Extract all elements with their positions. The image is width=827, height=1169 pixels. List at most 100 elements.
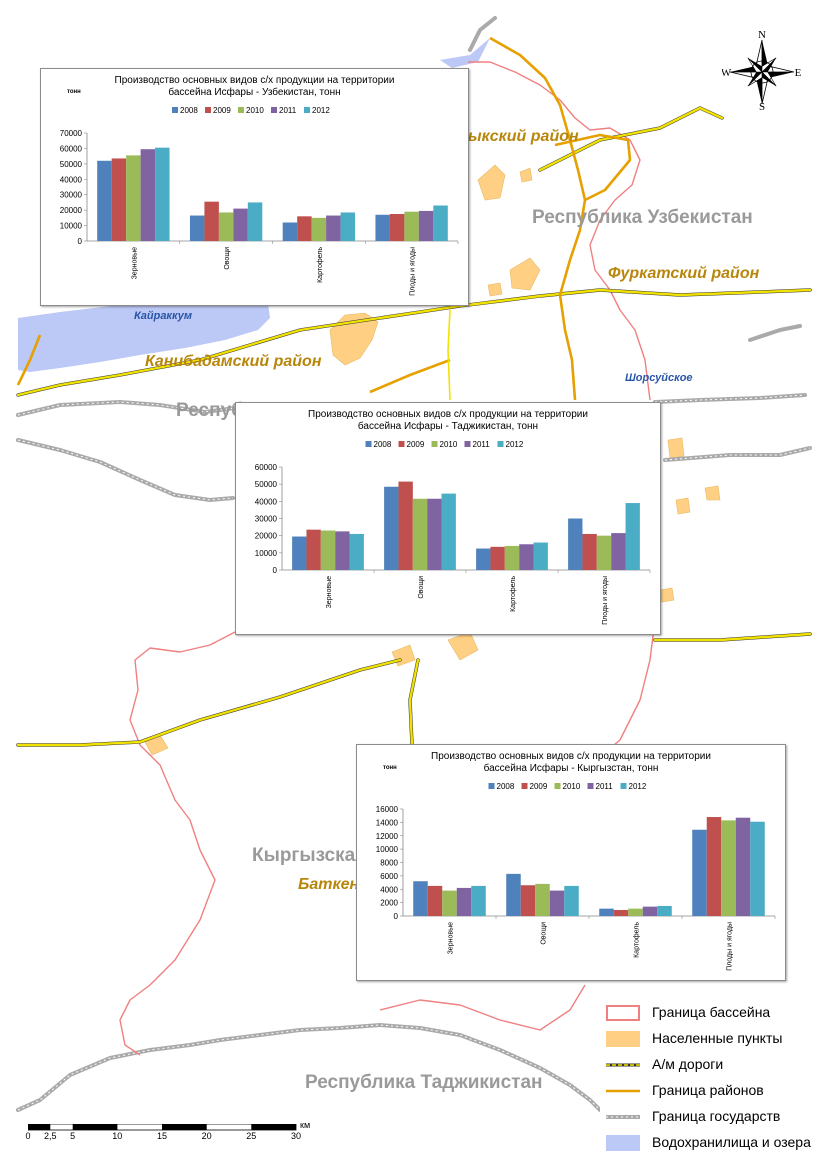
legend-label: 2009 bbox=[530, 782, 548, 791]
kairakkum-reservoir bbox=[18, 297, 270, 372]
legend-swatch bbox=[398, 441, 405, 447]
chart-uzbekistan: Производство основных видов с/х продукци… bbox=[40, 68, 469, 306]
bar bbox=[735, 817, 751, 916]
y-tick-label: 30000 bbox=[255, 515, 278, 524]
chart-title-line: бассейна Исфары - Узбекистан, тонн bbox=[168, 86, 340, 98]
legend-swatch bbox=[488, 783, 495, 789]
bar bbox=[504, 545, 520, 570]
country-label-kyrgyzstan: Кыргызская bbox=[252, 845, 367, 866]
country-label-tajikistan-bottom: Республика Таджикистан bbox=[305, 1072, 543, 1093]
legend-label: Граница бассейна bbox=[652, 1004, 771, 1020]
bar bbox=[427, 885, 443, 916]
chart-kyrgyzstan: Производство основных видов с/х продукци… bbox=[356, 744, 786, 981]
legend-swatch bbox=[620, 783, 627, 789]
x-category-label: Плоды и ягоды bbox=[602, 576, 609, 625]
roads-layer bbox=[16, 106, 812, 747]
scale-tick: 25 bbox=[246, 1131, 257, 1141]
scale-tick: 10 bbox=[112, 1131, 123, 1141]
legend-label: 2010 bbox=[563, 782, 581, 791]
y-tick-label: 0 bbox=[78, 237, 83, 246]
x-category-label: Овощи bbox=[224, 247, 231, 270]
y-tick-label: 8000 bbox=[380, 859, 398, 868]
y-tick-label: 16000 bbox=[376, 805, 399, 814]
legend-label: 2012 bbox=[629, 782, 647, 791]
legend-label: Населенные пункты bbox=[652, 1030, 783, 1046]
legend-label: А/м дороги bbox=[652, 1056, 724, 1072]
legend-swatch bbox=[554, 783, 561, 789]
x-category-label: Овощи bbox=[418, 576, 425, 599]
legend-swatch bbox=[238, 107, 244, 113]
legend-label: 2011 bbox=[279, 106, 297, 115]
legend-swatch bbox=[271, 107, 277, 113]
legend-label: 2012 bbox=[506, 440, 524, 449]
x-category-label: Зерновые bbox=[448, 922, 455, 955]
scale-tick: 20 bbox=[201, 1131, 212, 1141]
chart-title-line: бассейна Исфары - Кыргызстан, тонн bbox=[484, 762, 659, 774]
district-boundaries-layer bbox=[16, 36, 632, 401]
bar bbox=[533, 542, 548, 570]
country-label-tajikistan-top: Республ bbox=[176, 400, 255, 421]
legend-label: 2008 bbox=[497, 782, 515, 791]
chart-title-line: бассейна Исфары - Таджикистан, тонн bbox=[358, 420, 538, 432]
bar bbox=[506, 873, 521, 916]
bar bbox=[413, 881, 428, 916]
legend-swatch bbox=[304, 107, 310, 113]
bar bbox=[519, 544, 534, 570]
bar bbox=[292, 536, 307, 570]
legend-label: Водохранилища и озера bbox=[652, 1134, 811, 1150]
district-label-batken: Баткен bbox=[298, 876, 360, 893]
legend-swatch bbox=[587, 783, 594, 789]
bar bbox=[233, 208, 248, 241]
bar bbox=[306, 529, 321, 570]
bar bbox=[441, 493, 456, 570]
y-tick-label: 0 bbox=[394, 912, 399, 921]
y-axis-unit: тонн bbox=[383, 765, 397, 771]
y-tick-label: 20000 bbox=[255, 532, 278, 541]
small-lake bbox=[440, 38, 490, 68]
district-label-furkat: Фуркатский район bbox=[608, 265, 760, 282]
chart-uzbekistan-svg: Производство основных видов с/х продукци… bbox=[60, 75, 459, 296]
x-category-label: Картофель bbox=[317, 247, 324, 283]
y-tick-label: 60000 bbox=[60, 144, 83, 153]
map-legend: Граница бассейна Населенные пункты А/м д… bbox=[600, 996, 825, 1166]
y-tick-label: 0 bbox=[273, 566, 278, 575]
place-label-shorsu: Шорсуйское bbox=[625, 372, 693, 384]
legend-label: Граница государств bbox=[652, 1108, 781, 1124]
road-vertical bbox=[447, 309, 451, 401]
district-label-kanibadam: Канибадамский район bbox=[145, 353, 322, 370]
bar bbox=[596, 535, 612, 570]
scale-bar-graphic bbox=[28, 1124, 297, 1131]
legend-label: 2009 bbox=[407, 440, 425, 449]
bar bbox=[599, 908, 614, 916]
scale-bar: 0 2,5 5 10 15 20 25 30 км bbox=[25, 1120, 310, 1164]
bar bbox=[412, 498, 428, 570]
legend-swatch bbox=[365, 441, 372, 447]
bar bbox=[398, 481, 413, 570]
district-label-1: ыкский район bbox=[468, 128, 579, 145]
chart-tajikistan-svg: Производство основных видов с/х продукци… bbox=[255, 409, 651, 625]
y-tick-label: 50000 bbox=[255, 480, 278, 489]
legend-swatch bbox=[497, 441, 504, 447]
bar bbox=[692, 829, 707, 916]
reservoirs-symbol bbox=[606, 1135, 640, 1151]
scale-tick: 15 bbox=[156, 1131, 168, 1141]
bar bbox=[476, 548, 491, 570]
bar bbox=[111, 158, 127, 241]
compass-e: E bbox=[795, 67, 802, 79]
scale-tick: 5 bbox=[70, 1131, 76, 1141]
x-category-label: Зерновые bbox=[131, 247, 138, 280]
bar bbox=[427, 498, 442, 570]
bar bbox=[456, 887, 472, 916]
bar bbox=[750, 821, 765, 916]
scale-unit: км bbox=[300, 1120, 311, 1130]
y-tick-label: 50000 bbox=[60, 160, 83, 169]
x-category-label: Плоды и ягоды bbox=[410, 247, 417, 296]
scale-tick: 0 bbox=[25, 1131, 31, 1141]
x-category-label: Плоды и ягоды bbox=[727, 922, 734, 971]
legend-swatch bbox=[521, 783, 528, 789]
bar bbox=[568, 518, 583, 570]
bar bbox=[642, 906, 658, 916]
bar bbox=[326, 215, 341, 241]
legend-label: 2011 bbox=[596, 782, 614, 791]
